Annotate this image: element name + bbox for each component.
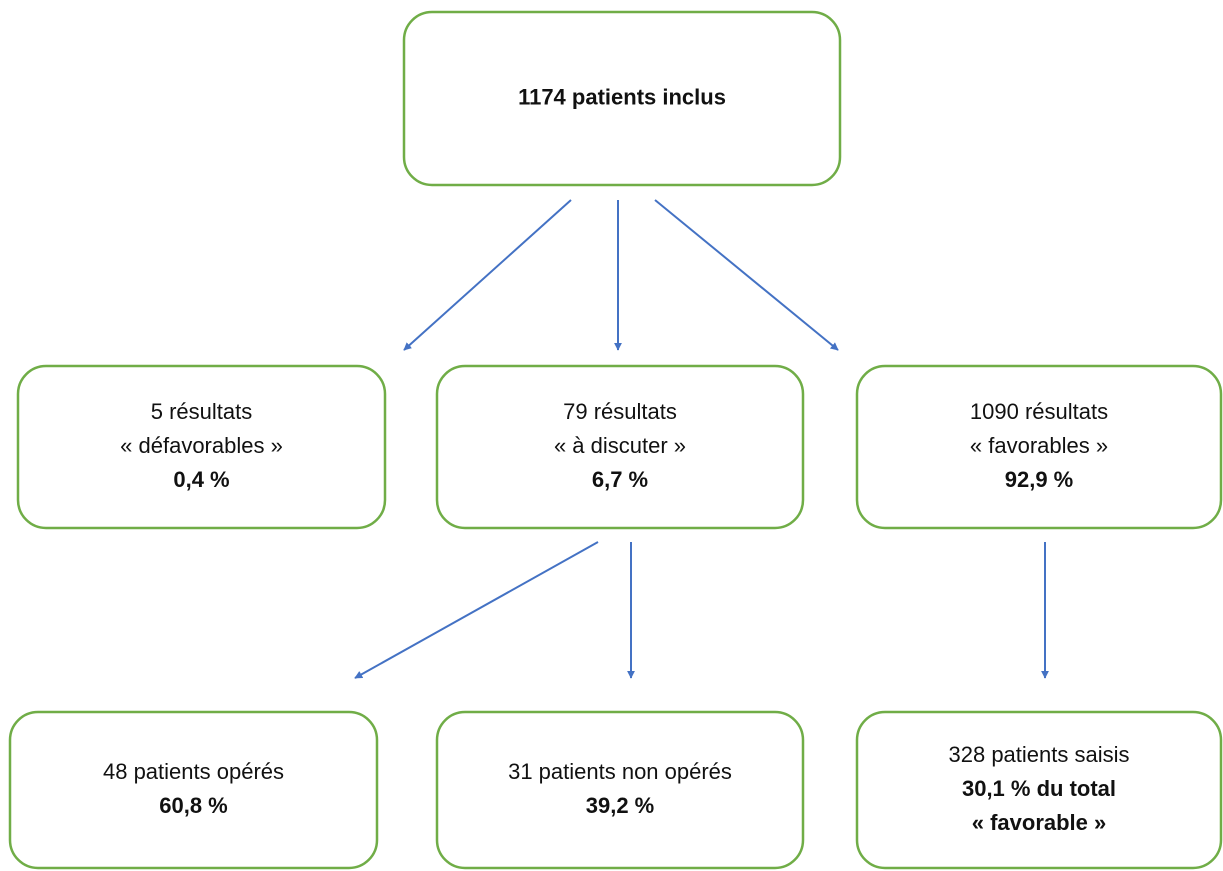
node-box: [855, 710, 1223, 870]
node-label: « à discuter »: [554, 433, 686, 458]
arrow: [654, 199, 839, 351]
node-box: [8, 710, 379, 870]
node-emphasis: 60,8 %: [159, 793, 228, 818]
node-emphasis: 92,9 %: [1005, 467, 1074, 492]
node-emphasis: 39,2 %: [586, 793, 655, 818]
node-emphasis: 1174 patients inclus: [518, 84, 726, 109]
node-label: « favorables »: [970, 433, 1108, 458]
boxes: 1174 patients inclus 5 résultats « défavor…: [8, 10, 1223, 870]
node-label: 48 patients opérés: [103, 759, 284, 784]
node-emphasis: 30,1 % du total: [962, 776, 1116, 801]
node-label: 79 résultats: [563, 399, 677, 424]
node-box: [16, 364, 387, 530]
node-label: « défavorables »: [120, 433, 283, 458]
node-label: 328 patients saisis: [949, 742, 1130, 767]
arrow: [354, 541, 599, 679]
node-emphasis: 6,7 %: [592, 467, 648, 492]
node-box: [855, 364, 1223, 530]
node-label: 1090 résultats: [970, 399, 1108, 424]
node-box: [435, 364, 805, 530]
node-box: [402, 10, 842, 187]
node-label: 5 résultats: [151, 399, 253, 424]
node-emphasis: 0,4 %: [173, 467, 229, 492]
node-label: 31 patients non opérés: [508, 759, 732, 784]
arrow: [403, 199, 572, 351]
node-emphasis: « favorable »: [972, 810, 1107, 835]
node-box: [435, 710, 805, 870]
